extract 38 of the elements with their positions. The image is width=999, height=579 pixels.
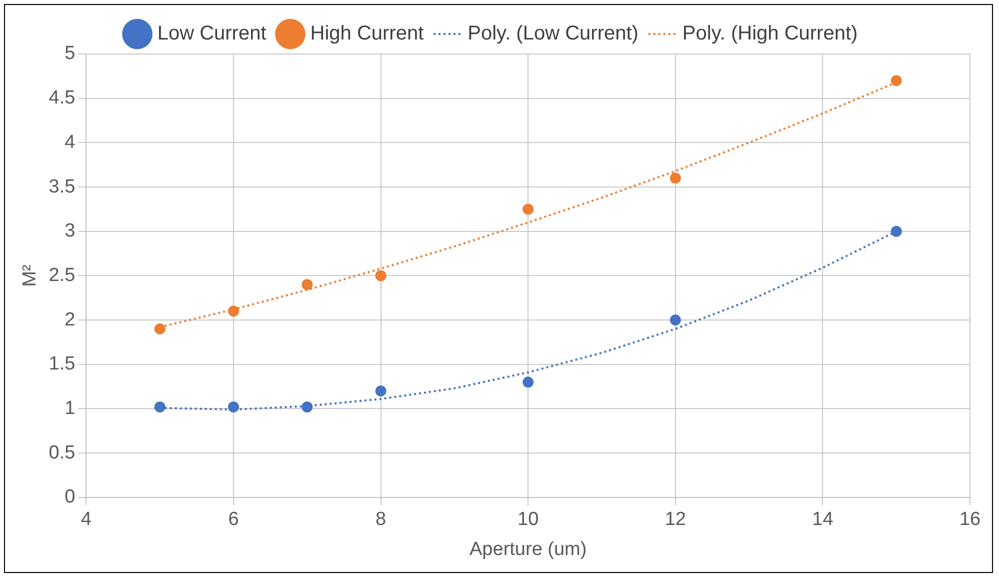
point bbox=[375, 385, 386, 396]
point bbox=[890, 226, 902, 237]
y-tick-label: 5 bbox=[64, 43, 76, 64]
point bbox=[302, 279, 313, 290]
y-tick-label: 0.5 bbox=[48, 442, 76, 464]
y-tick-label: 1.5 bbox=[48, 354, 76, 375]
x-tick-label: 6 bbox=[228, 509, 239, 530]
x-tick-label: 8 bbox=[376, 509, 386, 530]
point bbox=[228, 306, 240, 317]
point bbox=[522, 376, 534, 388]
y-tick-label: 2 bbox=[64, 309, 76, 330]
point bbox=[375, 270, 386, 282]
point bbox=[890, 75, 902, 86]
point bbox=[302, 401, 313, 412]
y-tick-label: 3.5 bbox=[48, 176, 76, 198]
point bbox=[670, 314, 681, 326]
x-tick-label: 16 bbox=[959, 509, 981, 530]
x-tick-label: 10 bbox=[518, 509, 539, 530]
y-tick-label: 3 bbox=[64, 220, 76, 242]
legend-label: Poly. (High Current) bbox=[682, 22, 858, 45]
x-axis-title: Aperture (um) bbox=[470, 538, 587, 560]
point bbox=[228, 401, 240, 412]
point bbox=[154, 401, 166, 412]
y-tick-label: 0 bbox=[64, 486, 76, 508]
legend-label: Low Current bbox=[157, 22, 267, 45]
x-tick-label: 12 bbox=[664, 509, 686, 530]
y-axis-title: M² bbox=[20, 264, 41, 287]
legend-label: High Current bbox=[310, 22, 424, 45]
point bbox=[522, 204, 534, 215]
y-tick-label: 4 bbox=[64, 132, 76, 153]
y-tick-label: 4.5 bbox=[48, 88, 76, 109]
point bbox=[154, 323, 166, 334]
x-tick-label: 4 bbox=[80, 509, 92, 530]
point bbox=[670, 172, 681, 184]
y-tick-label: 2.5 bbox=[48, 264, 76, 286]
y-tick-label: 1 bbox=[64, 398, 76, 419]
legend-label: Poly. (Low Current) bbox=[468, 22, 638, 45]
x-tick-label: 14 bbox=[812, 509, 834, 530]
